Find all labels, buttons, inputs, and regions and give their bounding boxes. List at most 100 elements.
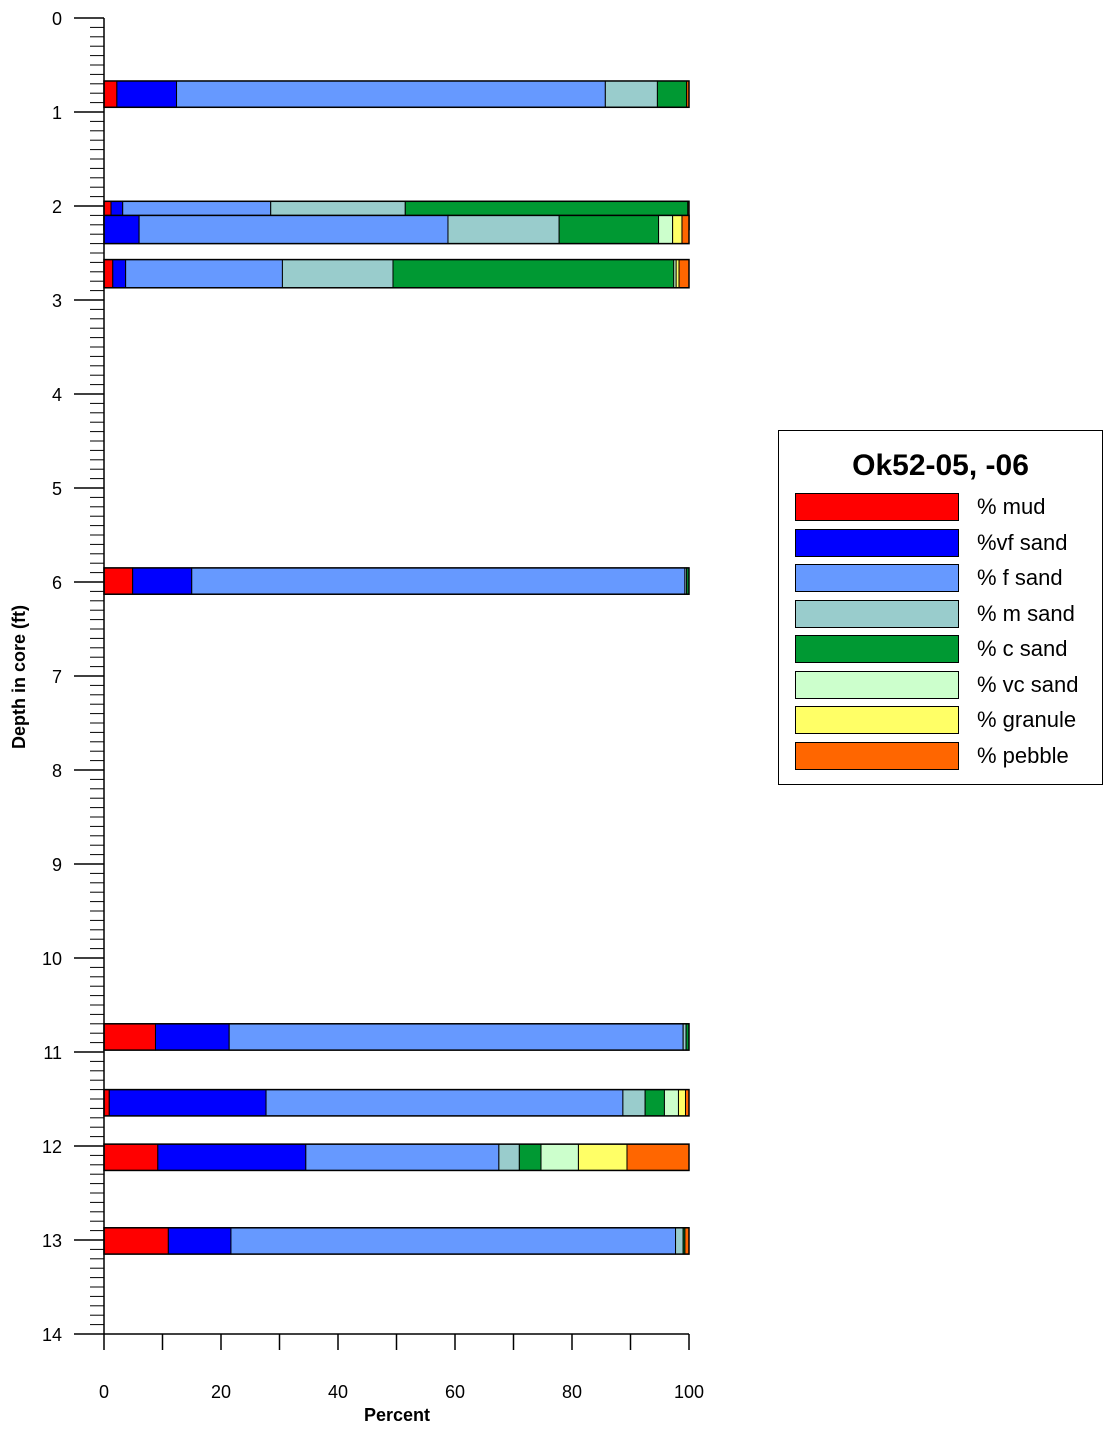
x-tick-label: 80	[562, 1382, 582, 1402]
bar-segment	[305, 1143, 500, 1171]
bar-segment	[103, 1089, 110, 1117]
bar-segment	[230, 1227, 677, 1255]
bar-segment	[103, 80, 118, 108]
bar-segment	[103, 567, 134, 595]
legend-entry: %vf sand	[795, 528, 1095, 559]
legend-label: % f sand	[977, 565, 1063, 590]
y-tick-label: 14	[42, 1325, 62, 1345]
legend-label: % m sand	[977, 600, 1075, 626]
legend-label: %vf sand	[977, 529, 1068, 555]
y-tick-label: 11	[43, 1043, 62, 1063]
bar-segment	[678, 259, 690, 289]
y-tick-label: 4	[52, 385, 62, 405]
bar-segment	[157, 1143, 307, 1171]
legend-label: % c sand	[977, 636, 1068, 661]
x-tick-label: 40	[328, 1382, 348, 1402]
y-tick-label: 8	[52, 761, 62, 781]
bar-segment	[191, 567, 686, 595]
bar-segment	[108, 1089, 267, 1117]
bar-segment	[604, 80, 658, 108]
bar-segment	[228, 1023, 684, 1051]
legend: Ok52-05, -06 % mud %vf sand % f sand % m sa…	[778, 430, 1103, 785]
bar-segment	[622, 1089, 646, 1117]
legend-entry: % vc sand	[795, 670, 1095, 701]
bar-segment	[498, 1143, 520, 1171]
bar-segment	[577, 1143, 628, 1171]
legend-label: % pebble	[977, 742, 1069, 768]
bar-segment	[103, 1143, 159, 1171]
x-axis-title: Percent	[364, 1405, 430, 1425]
legend-swatch	[795, 635, 959, 663]
bar-segment	[392, 259, 675, 289]
bar-segment	[658, 214, 674, 245]
y-tick-label: 5	[52, 479, 62, 499]
y-tick-label: 6	[52, 573, 62, 593]
y-tick-label: 2	[52, 197, 62, 217]
x-tick-label: 100	[674, 1382, 704, 1402]
legend-label: % granule	[977, 707, 1077, 732]
legend-entry: % granule	[795, 706, 1095, 736]
legend-swatch	[795, 493, 959, 521]
bar-segment	[116, 80, 178, 108]
x-tick-label: 20	[211, 1382, 231, 1402]
legend-entry: % mud	[795, 493, 1095, 523]
legend-swatch	[795, 564, 959, 592]
legend-swatch	[795, 599, 959, 628]
bar-segment	[265, 1089, 624, 1117]
bar-segment	[112, 259, 127, 289]
bar-segment	[103, 1227, 169, 1255]
bar-segment	[176, 80, 606, 108]
bar-segment	[167, 1227, 232, 1255]
legend-entry: % pebble	[795, 741, 1095, 772]
bar-segment	[103, 1023, 156, 1051]
legend-title: Ok52-05, -06	[852, 449, 1029, 482]
legend-entry: % f sand	[795, 564, 1095, 594]
bar-segment	[675, 1227, 684, 1255]
y-tick-label: 1	[52, 103, 62, 123]
bar-segment	[626, 1143, 690, 1171]
legend-entry: % m sand	[795, 599, 1095, 630]
bar-segment	[677, 1089, 686, 1117]
y-tick-label: 9	[52, 855, 62, 875]
y-axis-title: Depth in core (ft)	[9, 605, 29, 749]
bar-segment	[558, 214, 660, 245]
sample-bar	[103, 214, 690, 245]
sample-bar	[103, 258, 690, 289]
sample-bar	[103, 1143, 690, 1172]
bar-segment	[681, 214, 690, 245]
bar-segment	[103, 259, 114, 289]
bar-layer	[103, 80, 690, 1255]
y-tick-label: 10	[42, 949, 62, 969]
bar-segment	[125, 259, 283, 289]
legend-swatch	[795, 528, 959, 557]
bar-segment	[540, 1143, 579, 1171]
y-tick-label: 13	[42, 1231, 62, 1251]
y-tick-label: 0	[52, 9, 62, 29]
y-tick-label: 7	[52, 667, 62, 687]
sample-bar	[103, 80, 690, 109]
bar-segment	[672, 214, 683, 245]
sample-bar	[103, 1088, 690, 1117]
legend-entry: % c sand	[795, 635, 1095, 665]
legend-swatch	[795, 670, 959, 699]
bar-segment	[132, 567, 193, 595]
y-tick-label: 3	[52, 291, 62, 311]
bar-segment	[138, 214, 449, 245]
sample-bar	[103, 1227, 690, 1255]
sample-bar	[103, 567, 690, 595]
bar-segment	[103, 214, 140, 245]
legend-label: % mud	[977, 494, 1046, 519]
bar-segment	[663, 1089, 679, 1117]
x-tick-label: 60	[445, 1382, 465, 1402]
y-tick-label: 12	[42, 1137, 62, 1157]
sample-bar	[103, 1023, 690, 1051]
bar-segment	[518, 1143, 542, 1171]
x-tick-label: 0	[99, 1382, 109, 1402]
bar-segment	[281, 259, 394, 289]
legend-swatch	[795, 706, 959, 734]
bar-segment	[154, 1023, 230, 1051]
bar-segment	[644, 1089, 665, 1117]
bar-segment	[656, 80, 688, 108]
